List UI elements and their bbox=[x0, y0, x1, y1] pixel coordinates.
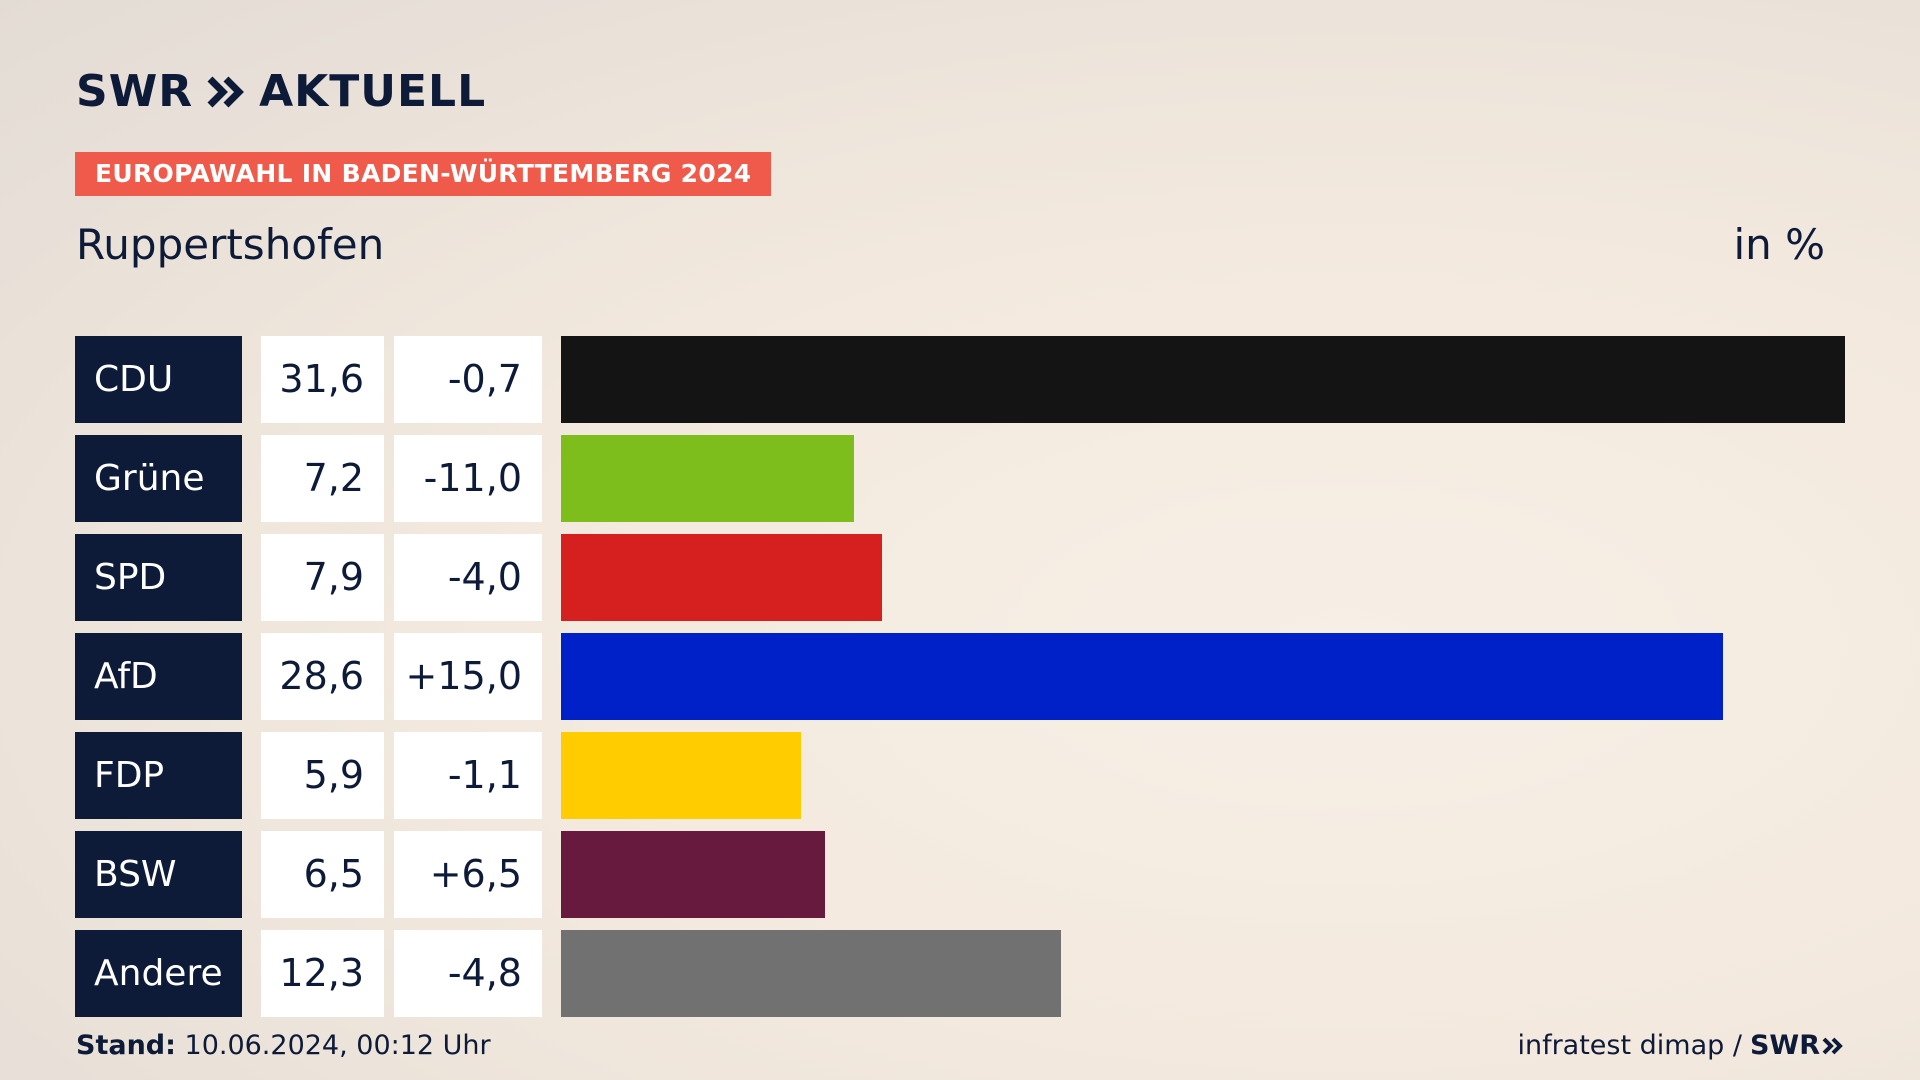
result-bar bbox=[561, 831, 825, 918]
result-row: CDU 31,6 -0,7 bbox=[75, 336, 1845, 423]
election-banner: EUROPAWAHL IN BADEN-WÜRTTEMBERG 2024 bbox=[75, 152, 772, 196]
timestamp: Stand: 10.06.2024, 00:12 Uhr bbox=[76, 1030, 491, 1061]
result-bar bbox=[561, 732, 801, 819]
result-row: Andere 12,3 -4,8 bbox=[75, 930, 1845, 1017]
party-label: SPD bbox=[75, 534, 242, 621]
vote-share-label: 5,9 bbox=[261, 732, 384, 819]
party-label: Andere bbox=[75, 930, 242, 1017]
result-row: SPD 7,9 -4,0 bbox=[75, 534, 1845, 621]
change-label: -11,0 bbox=[394, 435, 542, 522]
double-chevron-icon bbox=[207, 75, 245, 109]
result-row: AfD 28,6 +15,0 bbox=[75, 633, 1845, 720]
source-logo: SWR bbox=[1750, 1030, 1844, 1061]
source-credit: infratest dimap / SWR bbox=[1517, 1030, 1844, 1061]
party-label: Grüne bbox=[75, 435, 242, 522]
change-label: +15,0 bbox=[394, 633, 542, 720]
stand-label: Stand: bbox=[76, 1030, 176, 1061]
vote-share-label: 6,5 bbox=[261, 831, 384, 918]
result-bar bbox=[561, 435, 854, 522]
change-label: -0,7 bbox=[394, 336, 542, 423]
change-label: -4,8 bbox=[394, 930, 542, 1017]
vote-share-label: 28,6 bbox=[261, 633, 384, 720]
result-row: BSW 6,5 +6,5 bbox=[75, 831, 1845, 918]
vote-share-label: 7,2 bbox=[261, 435, 384, 522]
change-label: +6,5 bbox=[394, 831, 542, 918]
source-text: infratest dimap / bbox=[1517, 1030, 1742, 1061]
result-row: Grüne 7,2 -11,0 bbox=[75, 435, 1845, 522]
source-brand: SWR bbox=[1749, 1030, 1820, 1061]
place-title: Ruppertshofen bbox=[76, 220, 385, 269]
change-label: -4,0 bbox=[394, 534, 542, 621]
result-row: FDP 5,9 -1,1 bbox=[75, 732, 1845, 819]
result-bar bbox=[561, 633, 1723, 720]
party-label: CDU bbox=[75, 336, 242, 423]
unit-label: in % bbox=[1733, 220, 1825, 269]
stand-value: 10.06.2024, 00:12 Uhr bbox=[184, 1030, 491, 1061]
party-label: AfD bbox=[75, 633, 242, 720]
logo-brand: SWR bbox=[76, 66, 194, 117]
vote-share-label: 31,6 bbox=[261, 336, 384, 423]
party-label: FDP bbox=[75, 732, 242, 819]
double-chevron-icon bbox=[1822, 1037, 1843, 1054]
logo-suffix: AKTUELL bbox=[259, 66, 487, 117]
result-bar bbox=[561, 534, 882, 621]
swr-aktuell-logo: SWR AKTUELL bbox=[76, 66, 486, 117]
change-label: -1,1 bbox=[394, 732, 542, 819]
vote-share-label: 7,9 bbox=[261, 534, 384, 621]
vote-share-label: 12,3 bbox=[261, 930, 384, 1017]
party-label: BSW bbox=[75, 831, 242, 918]
result-bar bbox=[561, 336, 1845, 423]
result-bar bbox=[561, 930, 1061, 1017]
